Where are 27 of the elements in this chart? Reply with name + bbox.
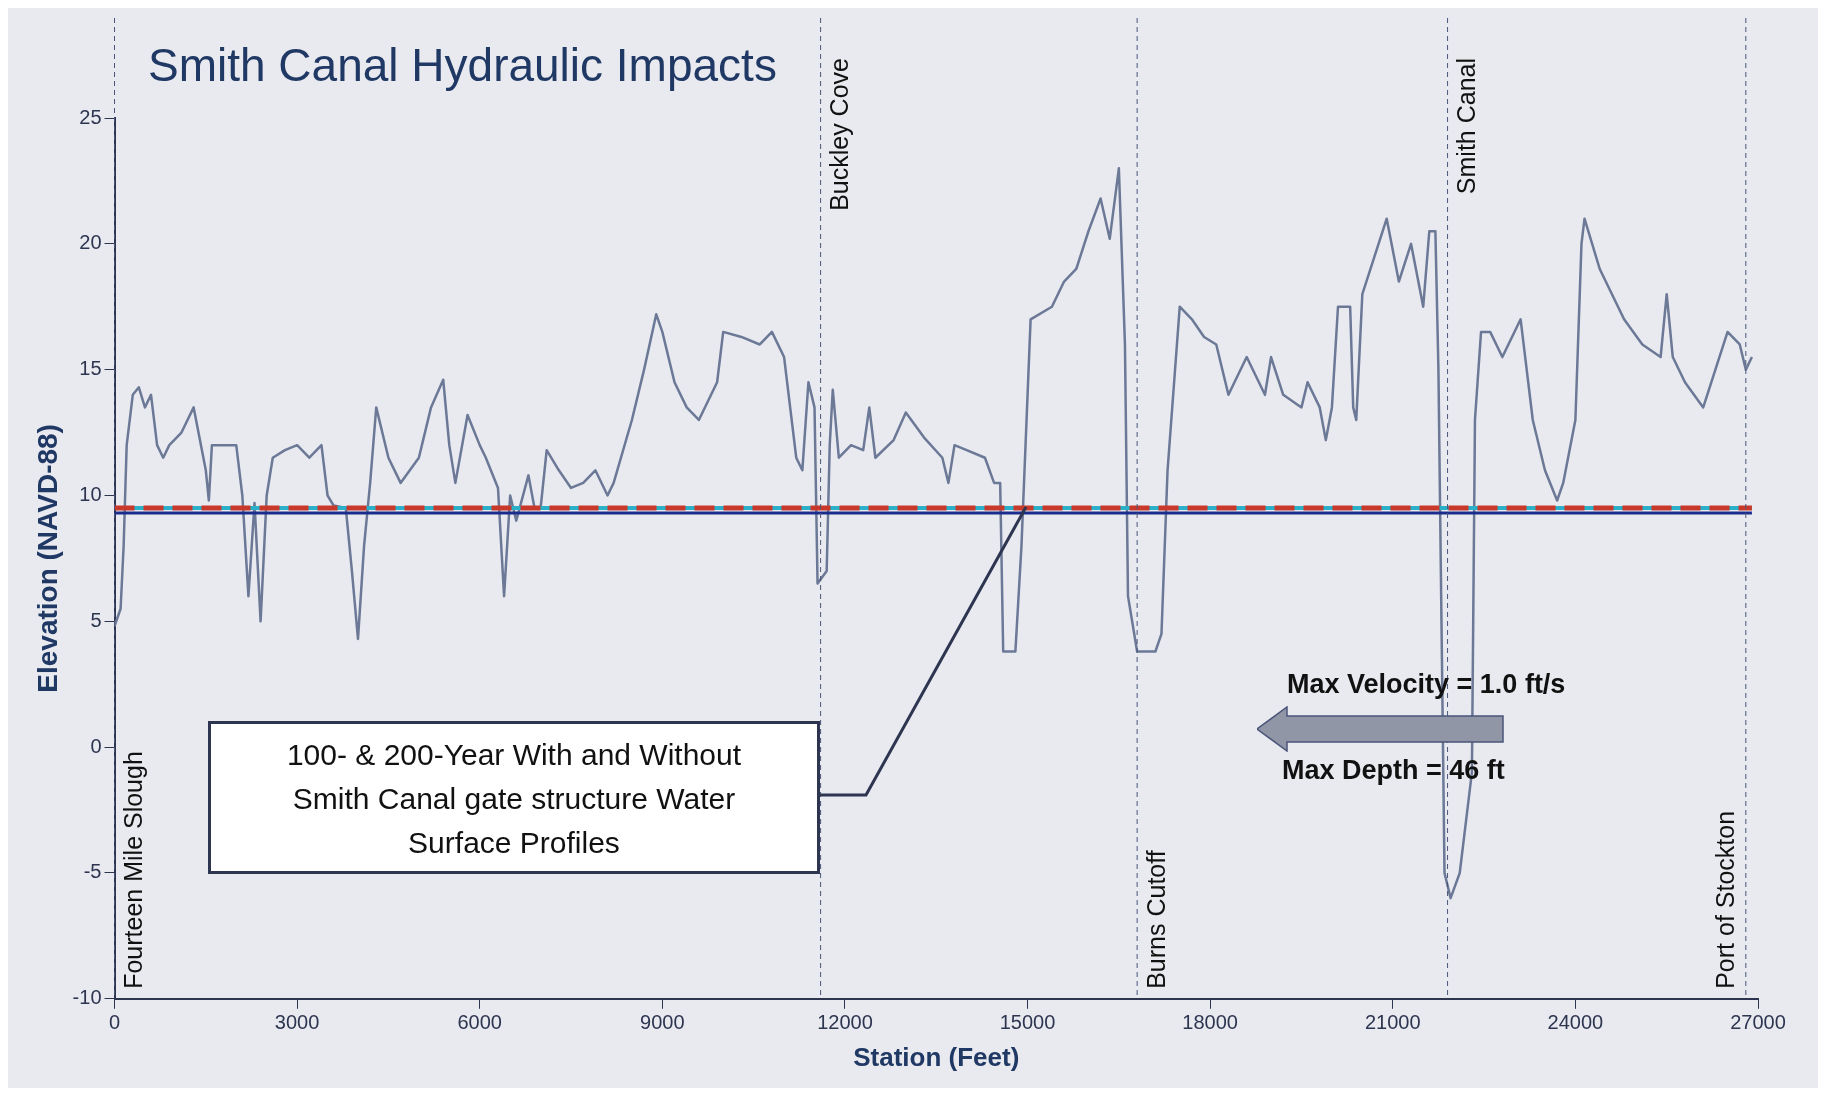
y-tick-label: 0 (90, 734, 102, 757)
y-tick-label: 15 (79, 357, 102, 380)
ref-line-label: Burns Cutoff (1141, 850, 1170, 989)
ref-line-label: Buckley Cove (824, 58, 853, 211)
ref-line-label: Smith Canal (1451, 58, 1480, 195)
x-tick-label: 12000 (817, 1011, 873, 1034)
ref-line-label: Fourteen Mile Slough (118, 751, 147, 989)
x-tick-label: 3000 (274, 1011, 320, 1034)
x-tick-label: 9000 (640, 1011, 685, 1034)
x-tick-label: 15000 (999, 1011, 1056, 1034)
y-tick-label: -5 (83, 860, 102, 883)
y-tick-label: 10 (79, 483, 102, 505)
y-tick-label: 20 (79, 231, 102, 254)
y-tick-label: -10 (72, 986, 102, 1009)
y-tick-label: 25 (79, 105, 102, 128)
chart-title: Smith Canal Hydraulic Impacts (148, 38, 777, 92)
x-tick-label: 18000 (1182, 1011, 1238, 1034)
ref-line-label: Port of Stockton (1711, 810, 1740, 989)
x-tick-label: 24000 (1547, 1011, 1604, 1034)
y-axis-title: Elevation (NAVD-88) (31, 424, 63, 693)
x-axis-title: Station (Feet) (853, 1041, 1020, 1072)
annotation: 100- & 200-Year With and Without Smith Canal gate structure Water Surface Profiles (285, 737, 743, 861)
y-tick-label: 5 (90, 608, 102, 631)
x-tick-label: 27000 (1730, 1011, 1786, 1034)
x-tick-label: 0 (108, 1011, 121, 1034)
x-tick-label: 21000 (1364, 1011, 1421, 1034)
x-tick-label: 6000 (457, 1011, 502, 1034)
